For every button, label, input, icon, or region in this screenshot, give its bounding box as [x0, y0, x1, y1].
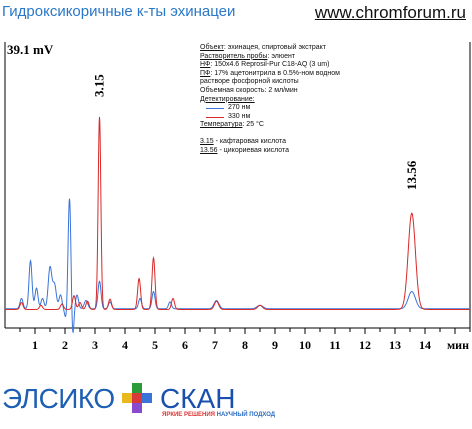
slogan-b: НАУЧНЫЙ ПОДХОД [216, 412, 276, 418]
chart-title: Гидроксикоричные к-ты эхинацеи [2, 3, 236, 20]
x-axis-label: мин [447, 338, 469, 352]
solvent-label: Растворитель пробы [200, 52, 268, 60]
x-tick-label: 11 [329, 338, 340, 352]
mobile-phase-value-2: растворе фосфорной кислоты [200, 78, 299, 86]
x-tick-label: 14 [419, 338, 431, 352]
x-tick-label: 7 [212, 338, 218, 352]
site-link[interactable]: www.chromforum.ru [314, 3, 466, 22]
temperature-value: : 25 °C [242, 121, 264, 129]
legend-label-330: 330 нм [228, 112, 251, 120]
stationary-phase-label: НФ [200, 61, 211, 69]
legend-swatch-270 [206, 107, 224, 109]
solvent-value: : элюент [267, 52, 296, 60]
y-max-label: 39.1 mV [7, 42, 54, 57]
peak1-name: - кафтаровая кислота [213, 137, 287, 145]
series-line-0 [5, 198, 470, 334]
legend-item-270: 270 нм [200, 104, 340, 113]
flow-rate: Объемная скорость: 2 мл/мин [200, 86, 298, 94]
cube-logo-icon [122, 383, 152, 413]
series-line-1 [5, 116, 470, 310]
x-tick-label: 9 [272, 338, 278, 352]
mobile-phase-label: ПФ [200, 69, 211, 77]
slogan-a: ЯРКИЕ РЕШЕНИЯ [162, 412, 215, 418]
legend-item-330: 330 нм [200, 113, 340, 122]
x-tick-label: 6 [182, 338, 188, 352]
peak1-rt: 3.15 [200, 137, 214, 145]
object-value: : эхинацея, спиртовый экстракт [223, 44, 327, 51]
x-tick-label: 1 [32, 338, 38, 352]
peak2-rt: 13.56 [200, 146, 218, 154]
x-tick-label: 8 [242, 338, 248, 352]
peak-annotation: 3.15 [92, 74, 107, 97]
detection-label: Детектирование: [200, 95, 255, 103]
x-tick-label: 4 [122, 338, 128, 352]
mobile-phase-value: : 17% ацетонитрила в 0.5%-ном водном [210, 69, 340, 77]
x-tick-label: 12 [359, 338, 371, 352]
temperature-label: Температура [200, 121, 243, 129]
x-tick-label: 13 [389, 338, 401, 352]
scan-logo: СКАН [160, 383, 236, 414]
elsiko-logo: ЭЛСИКО [2, 383, 115, 414]
peak2-name: - цикориевая кислота [217, 146, 290, 154]
info-panel: Объект: эхинацея, спиртовый экстракт Рас… [200, 44, 340, 155]
peak-annotation: 13.56 [404, 160, 419, 190]
x-tick-label: 3 [92, 338, 98, 352]
slogan: ЯРКИЕ РЕШЕНИЯ НАУЧНЫЙ ПОДХОД [162, 412, 275, 418]
x-tick-label: 10 [299, 338, 311, 352]
stationary-phase-value: : 150x4.6 Reprosil-Pur C18-AQ (3 um) [210, 61, 330, 69]
legend-label-270: 270 нм [228, 104, 251, 112]
x-tick-label: 5 [152, 338, 158, 352]
object-label: Объект [200, 44, 224, 51]
x-tick-label: 2 [62, 338, 68, 352]
legend-swatch-330 [206, 116, 224, 118]
